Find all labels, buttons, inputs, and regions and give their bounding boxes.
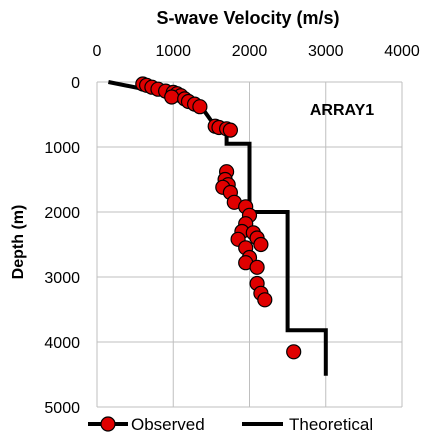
y-axis-tick-labels: 0 1000 2000 3000 4000 5000 — [44, 75, 80, 417]
y-tick-label: 3000 — [44, 270, 80, 287]
array-annotation: ARRAY1 — [310, 102, 374, 119]
legend: Observed Theoretical — [88, 415, 373, 434]
y-tick-label: 2000 — [44, 205, 80, 222]
y-tick-label: 5000 — [44, 400, 80, 417]
observed-series — [135, 76, 302, 360]
legend-observed-label: Observed — [131, 415, 205, 434]
legend-observed-marker — [100, 416, 116, 432]
y-tick-label: 0 — [71, 75, 80, 92]
legend-theoretical-label: Theoretical — [289, 415, 373, 434]
chart-title: S-wave Velocity (m/s) — [156, 8, 339, 28]
observed-point-34 — [249, 259, 265, 275]
x-tick-label: 0 — [93, 43, 102, 60]
x-tick-label: 4000 — [384, 43, 420, 60]
x-tick-label: 1000 — [155, 43, 191, 60]
y-tick-label: 1000 — [44, 140, 80, 157]
y-axis-label: Depth (m) — [10, 205, 27, 280]
observed-point-38 — [286, 344, 302, 360]
x-tick-label: 3000 — [308, 43, 344, 60]
x-axis-tick-labels: 0 1000 2000 3000 4000 — [93, 43, 420, 60]
observed-point-8 — [164, 89, 180, 105]
observed-point-30 — [253, 236, 269, 253]
x-tick-label: 2000 — [232, 43, 268, 60]
observed-point-16 — [222, 122, 238, 138]
y-tick-label: 4000 — [44, 335, 80, 352]
observed-point-12 — [192, 99, 208, 115]
observed-point-37 — [257, 292, 273, 308]
